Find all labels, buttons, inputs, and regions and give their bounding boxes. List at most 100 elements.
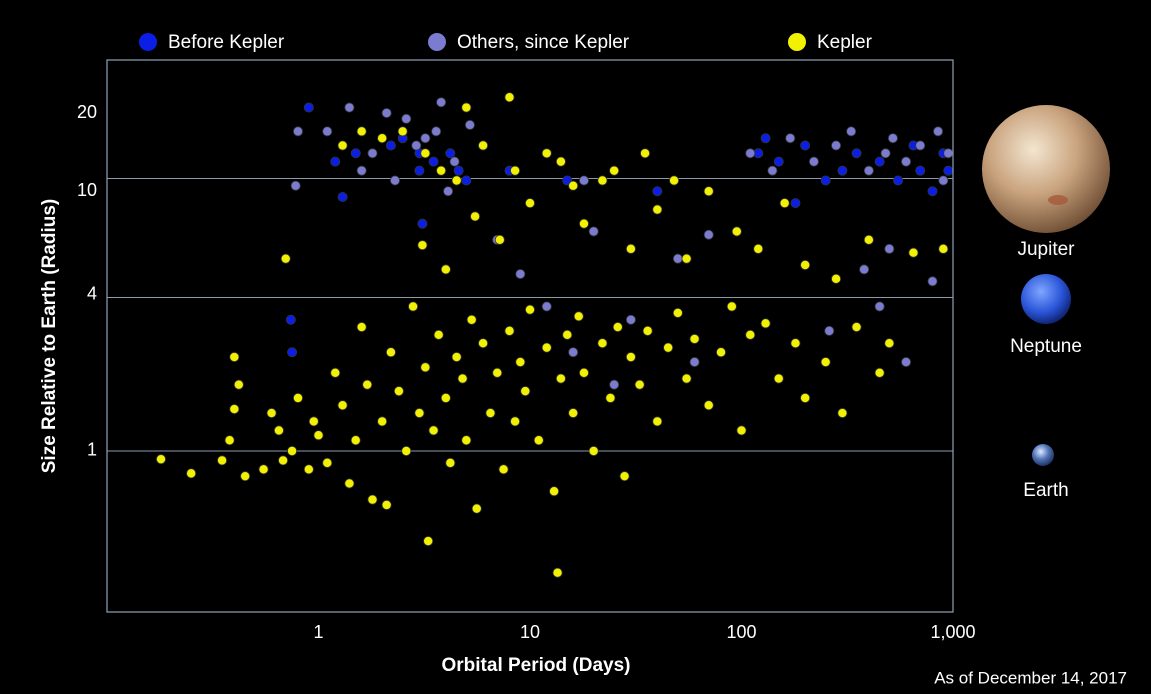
x-tick-label: 1 bbox=[313, 622, 323, 642]
data-point bbox=[541, 148, 552, 159]
data-point bbox=[597, 175, 608, 186]
data-point bbox=[672, 307, 683, 318]
data-point bbox=[943, 148, 954, 159]
data-point bbox=[851, 322, 862, 333]
data-point bbox=[663, 342, 674, 353]
data-point bbox=[285, 314, 296, 325]
data-point bbox=[525, 198, 536, 209]
data-point bbox=[525, 304, 536, 315]
data-point bbox=[356, 165, 367, 176]
data-point bbox=[681, 253, 692, 264]
data-point bbox=[436, 165, 447, 176]
data-point bbox=[609, 165, 620, 176]
legend-marker bbox=[139, 33, 157, 51]
legend-marker bbox=[428, 33, 446, 51]
data-point bbox=[549, 486, 560, 497]
data-point bbox=[417, 218, 428, 229]
data-point bbox=[266, 408, 277, 419]
y-tick-label: 20 bbox=[77, 102, 97, 122]
data-point bbox=[573, 311, 584, 322]
data-point bbox=[908, 247, 919, 258]
data-point bbox=[837, 165, 848, 176]
data-point bbox=[377, 416, 388, 427]
data-point bbox=[625, 352, 636, 363]
data-point bbox=[510, 416, 521, 427]
data-point bbox=[433, 329, 444, 340]
data-point bbox=[927, 276, 938, 287]
data-point bbox=[350, 148, 361, 159]
data-point bbox=[356, 322, 367, 333]
data-point bbox=[478, 140, 489, 151]
data-point bbox=[820, 175, 831, 186]
data-point bbox=[915, 165, 926, 176]
data-point bbox=[689, 357, 700, 368]
data-point bbox=[414, 408, 425, 419]
data-point bbox=[863, 165, 874, 176]
x-tick-label: 100 bbox=[726, 622, 756, 642]
data-point bbox=[824, 325, 835, 336]
data-point bbox=[515, 269, 526, 280]
planet-label: Jupiter bbox=[1017, 239, 1075, 260]
data-point bbox=[443, 186, 454, 197]
data-point bbox=[428, 156, 439, 167]
data-point bbox=[588, 445, 599, 456]
data-point bbox=[397, 126, 408, 137]
data-point bbox=[568, 347, 579, 358]
data-point bbox=[893, 175, 904, 186]
data-point bbox=[640, 148, 651, 159]
data-point bbox=[278, 455, 289, 466]
data-point bbox=[578, 367, 589, 378]
x-axis-label: Orbital Period (Days) bbox=[442, 655, 631, 676]
data-point bbox=[322, 457, 333, 468]
data-point bbox=[597, 338, 608, 349]
data-point bbox=[362, 379, 373, 390]
data-point bbox=[800, 259, 811, 270]
data-point bbox=[884, 243, 895, 254]
data-point bbox=[428, 425, 439, 436]
great-red-spot bbox=[1048, 195, 1068, 205]
data-point bbox=[381, 499, 392, 510]
data-point bbox=[457, 373, 468, 384]
legend-label: Others, since Kepler bbox=[457, 32, 630, 53]
legend-label: Before Kepler bbox=[168, 32, 285, 53]
x-tick-label: 10 bbox=[520, 622, 540, 642]
data-point bbox=[485, 408, 496, 419]
data-point bbox=[887, 133, 898, 144]
data-point bbox=[337, 140, 348, 151]
data-point bbox=[552, 567, 563, 578]
jupiter-image bbox=[982, 105, 1110, 233]
data-point bbox=[652, 186, 663, 197]
data-point bbox=[417, 240, 428, 251]
data-point bbox=[760, 133, 771, 144]
data-point bbox=[669, 175, 680, 186]
data-point bbox=[915, 140, 926, 151]
data-point bbox=[385, 347, 396, 358]
data-point bbox=[436, 97, 447, 108]
data-point bbox=[681, 373, 692, 384]
data-point bbox=[440, 392, 451, 403]
data-point bbox=[541, 301, 552, 312]
data-point bbox=[619, 471, 630, 482]
data-point bbox=[800, 140, 811, 151]
data-point bbox=[287, 347, 298, 358]
data-point bbox=[605, 392, 616, 403]
data-point bbox=[381, 108, 392, 119]
data-point bbox=[731, 226, 742, 237]
note: As of December 14, 2017 bbox=[934, 668, 1127, 687]
data-point bbox=[337, 400, 348, 411]
legend-marker bbox=[788, 33, 806, 51]
data-point bbox=[401, 113, 412, 124]
data-point bbox=[689, 333, 700, 344]
data-point bbox=[229, 404, 240, 415]
data-point bbox=[420, 362, 431, 373]
data-point bbox=[938, 175, 949, 186]
data-point bbox=[642, 325, 653, 336]
data-point bbox=[420, 133, 431, 144]
data-point bbox=[625, 314, 636, 325]
data-point bbox=[874, 156, 885, 167]
data-point bbox=[760, 318, 771, 329]
data-point bbox=[541, 342, 552, 353]
data-point bbox=[880, 148, 891, 159]
data-point bbox=[578, 218, 589, 229]
